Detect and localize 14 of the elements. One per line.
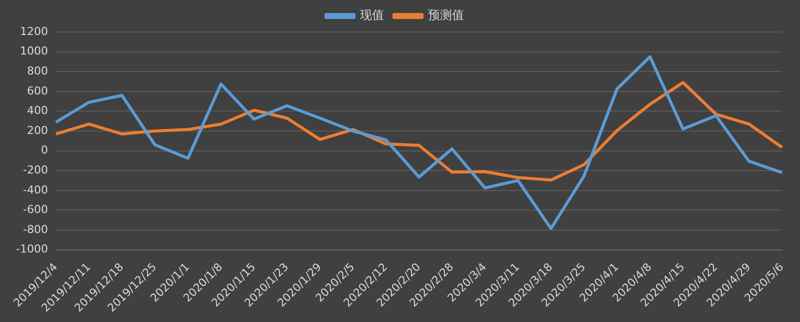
y-tick-label: 0 [40,144,48,157]
y-tick-label: 400 [26,104,48,118]
y-tick-label: 800 [26,64,48,78]
y-tick-label: 1200 [20,24,48,38]
y-tick-label: 200 [26,124,48,137]
legend-label: 预测值 [428,8,464,22]
y-tick-label: -800 [22,222,48,236]
legend-label: 现值 [360,8,384,22]
y-tick-label: 1000 [20,44,48,58]
y-tick-label: -1000 [16,242,48,256]
y-tick-label: -200 [22,163,48,176]
y-tick-label: -400 [22,183,48,196]
y-tick-label: -600 [22,203,48,216]
y-tick-label: 600 [26,84,48,98]
